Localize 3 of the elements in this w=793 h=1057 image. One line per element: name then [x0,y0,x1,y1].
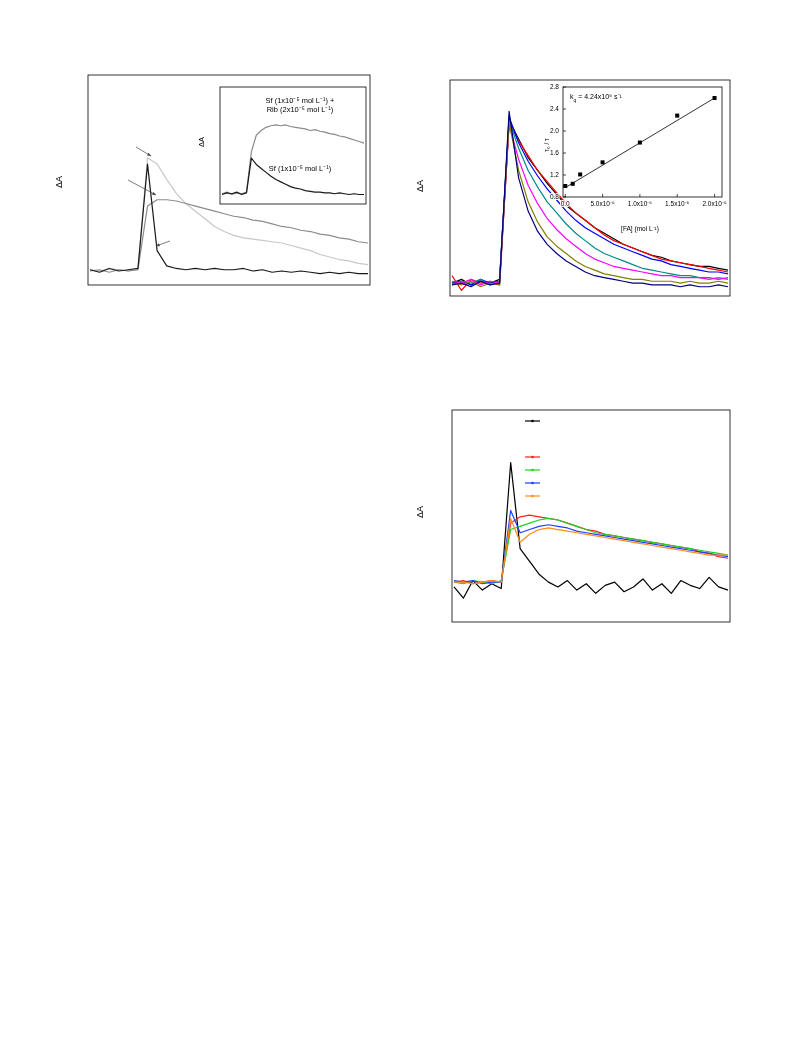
y-axis-title: ΔA [415,505,425,519]
y-axis-title: ΔA [54,175,64,189]
y-axis-title: ΔA [415,179,425,193]
